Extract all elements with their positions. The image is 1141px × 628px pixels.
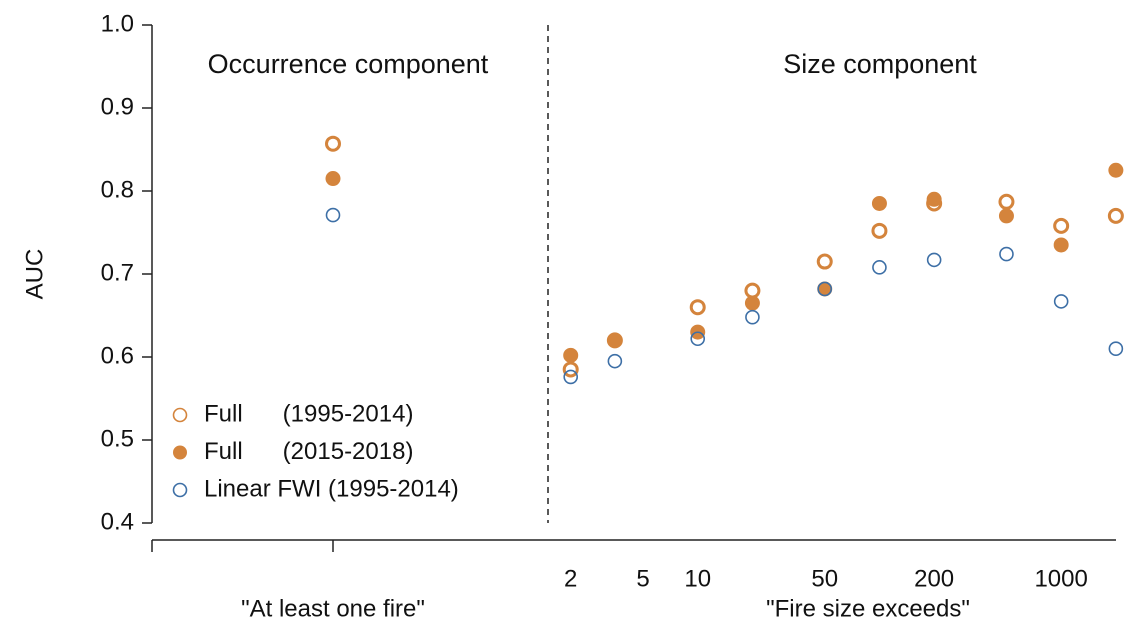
legend-label: Full (2015-2018) [204,438,413,465]
data-point [1053,237,1069,253]
y-tick-label: 0.6 [101,342,134,369]
x-tick-label: 50 [811,565,838,592]
y-tick-label: 0.8 [101,176,134,203]
data-point [607,332,623,348]
x-axis-label: "At least one fire" [241,595,425,622]
data-point [689,299,706,316]
data-point [926,252,942,268]
x-tick-label: 1000 [1034,565,1087,592]
y-tick-label: 0.5 [101,425,134,452]
y-tick-label: 0.4 [101,508,134,535]
x-tick-label: 200 [914,565,954,592]
x-tick-label: 2 [564,565,577,592]
data-point [871,195,887,211]
data-point [1108,162,1124,178]
data-point [690,331,706,347]
data-point [1053,294,1069,309]
data-point [816,253,833,270]
x-axis-label: "Fire size exceeds" [766,595,970,622]
data-point [325,171,341,187]
legend-label: Linear FWI (1995-2014) [204,475,459,502]
data-point [1108,341,1124,357]
data-point [563,347,579,363]
data-point [325,135,341,152]
data-point [325,207,341,223]
y-tick-label: 0.9 [101,93,134,120]
y-tick-label: 0.7 [101,259,134,286]
data-point [744,295,760,311]
data-point [872,260,887,275]
y-tick-label: 1.0 [101,10,134,37]
data-point [999,246,1014,262]
data-point [745,309,760,325]
legend-label: Full (1995-2014) [204,400,413,427]
data-point [998,193,1015,210]
y-axis-label: AUC [21,249,48,300]
panel-title: Size component [783,49,977,79]
data-point [926,191,942,207]
data-point [998,208,1014,224]
data-point [607,353,623,369]
x-tick-label: 10 [684,565,711,592]
legend-marker [172,482,188,498]
data-point [562,361,579,378]
x-tick-label: 5 [636,565,649,592]
data-point [563,369,579,385]
data-point [1053,217,1070,234]
legend-marker [173,445,187,460]
panel-title: Occurrence component [208,49,489,79]
data-point [1107,207,1124,224]
data-point [817,281,833,297]
legend-marker [172,407,188,423]
data-point [871,222,888,239]
data-point [744,282,761,299]
